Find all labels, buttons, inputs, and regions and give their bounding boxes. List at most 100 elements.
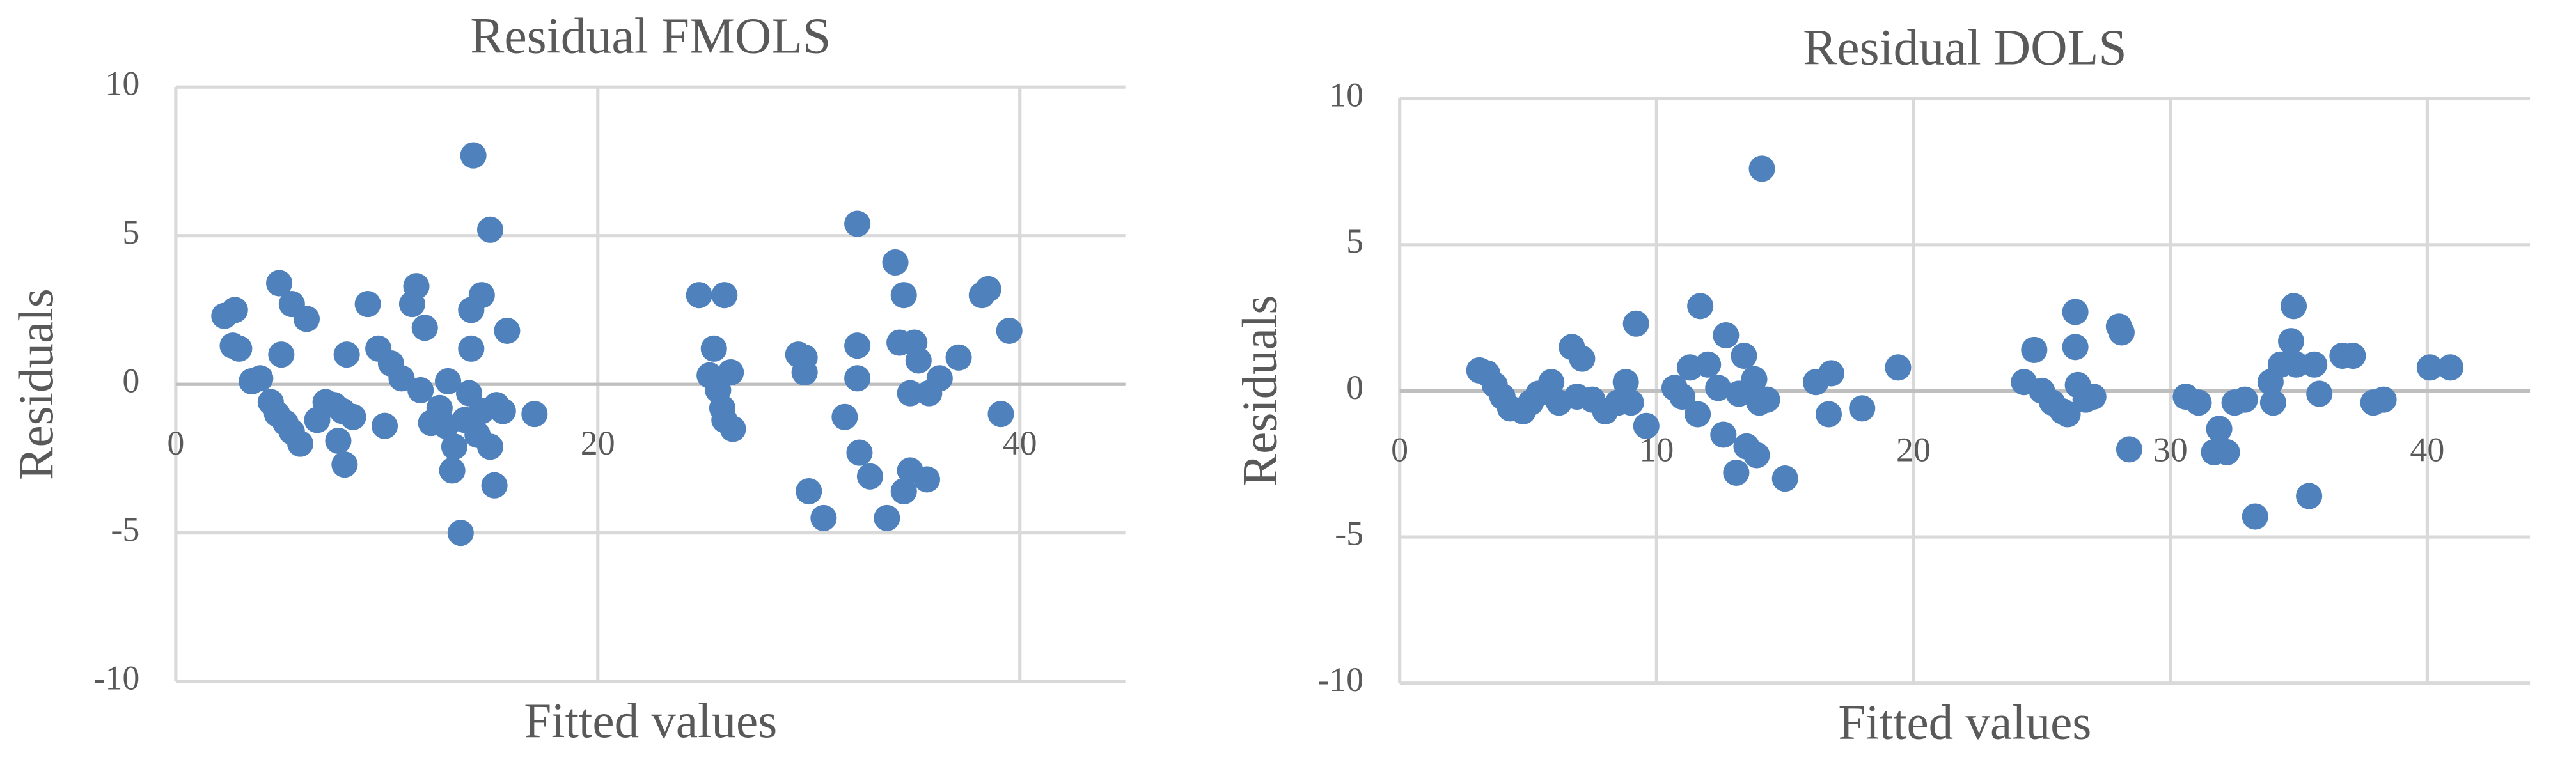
x-tick-label: 20	[581, 424, 615, 462]
point	[2021, 336, 2048, 363]
point	[2306, 380, 2333, 407]
point	[460, 142, 487, 169]
point	[476, 433, 504, 460]
point	[791, 359, 818, 386]
point	[2437, 354, 2464, 381]
point	[945, 344, 972, 371]
point	[1617, 389, 1644, 416]
point	[890, 282, 917, 309]
point	[1731, 342, 1757, 369]
point	[265, 270, 293, 297]
point	[996, 317, 1023, 344]
point	[1771, 465, 1798, 492]
point	[1612, 369, 1639, 396]
x-axis-title: Fitted values	[524, 693, 777, 748]
point	[711, 282, 738, 309]
point	[686, 282, 712, 309]
point	[2416, 354, 2443, 381]
y-tick-label: -5	[1335, 514, 1363, 552]
point	[890, 478, 917, 505]
point	[1669, 384, 1696, 410]
point	[2206, 416, 2233, 442]
x-tick-label: 20	[1896, 430, 1931, 469]
point	[844, 332, 871, 359]
point	[856, 463, 883, 490]
point	[458, 335, 485, 362]
point	[2242, 503, 2268, 530]
point	[897, 380, 923, 407]
y-tick-label: 5	[1346, 222, 1363, 260]
y-tick-label: 5	[122, 213, 139, 251]
point	[1687, 293, 1714, 320]
point	[1743, 442, 1770, 469]
point	[2277, 328, 2305, 355]
point	[1569, 345, 1596, 372]
point	[439, 457, 466, 484]
point	[325, 427, 352, 455]
y-tick-label: -10	[1317, 660, 1363, 699]
point	[831, 403, 858, 430]
point	[1849, 395, 1876, 422]
point	[1622, 310, 1649, 337]
point	[247, 365, 274, 392]
x-tick-label: 30	[2153, 430, 2188, 469]
point	[2301, 351, 2328, 378]
point	[926, 365, 953, 392]
point	[2108, 319, 2135, 346]
point	[810, 504, 837, 531]
point	[1685, 401, 1711, 428]
chart-title: Residual FMOLS	[470, 8, 831, 65]
x-tick-label: 40	[2410, 430, 2444, 469]
point	[388, 365, 415, 392]
x-axis-title: Fitted values	[1838, 695, 2091, 750]
point	[1633, 412, 1660, 439]
point	[268, 341, 295, 368]
point	[796, 478, 822, 505]
y-axis-title: Residuals	[8, 288, 63, 480]
point	[287, 430, 314, 457]
point	[874, 504, 900, 531]
point	[2185, 389, 2212, 416]
point	[2062, 299, 2089, 325]
point	[403, 273, 430, 300]
point	[2280, 293, 2307, 320]
point	[1818, 360, 1845, 387]
point	[700, 335, 727, 362]
point	[1538, 369, 1565, 396]
point	[1754, 386, 1780, 413]
point	[844, 210, 871, 237]
point	[1748, 155, 1775, 182]
point	[2296, 483, 2323, 509]
point	[221, 297, 248, 323]
y-tick-label: 10	[105, 65, 139, 103]
point	[882, 249, 909, 276]
chart-title: Residual DOLS	[1803, 20, 2126, 76]
y-tick-label: 0	[122, 362, 139, 400]
point	[1885, 354, 1912, 381]
chart: Residual FMOLS Fitted values Residuals -10 -…	[8, 8, 1126, 748]
x-tick-label: 0	[167, 424, 184, 462]
y-tick-label: -5	[111, 510, 139, 548]
point	[2339, 342, 2366, 369]
point	[2062, 334, 2089, 361]
point	[494, 317, 521, 344]
point	[489, 398, 516, 424]
y-tick-label: 0	[1346, 368, 1363, 407]
point	[1815, 401, 1842, 428]
point	[331, 451, 358, 478]
point	[476, 216, 504, 243]
point	[521, 401, 548, 428]
point	[913, 466, 941, 493]
point	[333, 341, 360, 368]
point	[1723, 459, 1750, 486]
point	[481, 472, 508, 499]
point	[844, 365, 871, 392]
point	[407, 377, 434, 403]
y-tick-label: 10	[1329, 76, 1363, 114]
point	[2116, 436, 2143, 463]
point	[719, 416, 746, 442]
point	[340, 403, 366, 430]
point	[2080, 384, 2107, 410]
y-tick-label: -10	[93, 658, 139, 697]
x-tick-label: 0	[1391, 430, 1408, 469]
